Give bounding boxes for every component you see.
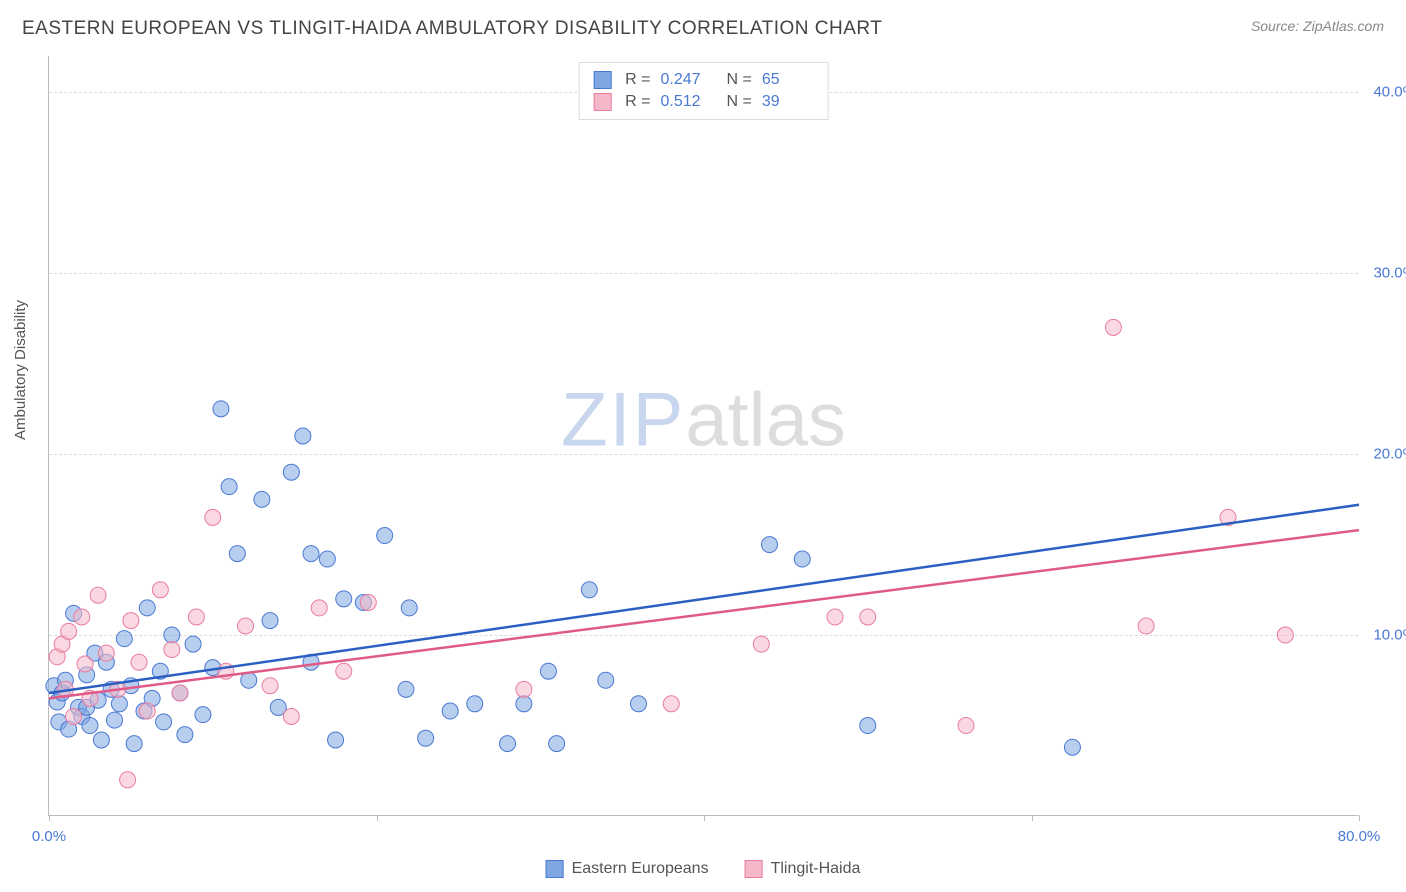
x-tick-label: 80.0% — [1338, 828, 1381, 845]
data-point — [120, 772, 136, 788]
data-point — [90, 587, 106, 603]
chart-plot-area: ZIPatlas 0.0%80.0% R = 0.247 N = 65 R = … — [48, 56, 1358, 816]
swatch-series2 — [593, 93, 611, 111]
data-point — [61, 623, 77, 639]
data-point — [328, 732, 344, 748]
x-tick — [1032, 815, 1033, 821]
data-point — [753, 636, 769, 652]
data-point — [66, 708, 82, 724]
data-point — [442, 703, 458, 719]
data-point — [238, 618, 254, 634]
data-point — [98, 645, 114, 661]
data-point — [195, 707, 211, 723]
data-point — [377, 528, 393, 544]
data-point — [205, 509, 221, 525]
legend-swatch-series1 — [546, 860, 564, 878]
data-point — [139, 703, 155, 719]
data-point — [111, 696, 127, 712]
data-point — [295, 428, 311, 444]
chart-title: EASTERN EUROPEAN VS TLINGIT-HAIDA AMBULA… — [22, 18, 882, 40]
swatch-series1 — [593, 71, 611, 89]
data-point — [77, 656, 93, 672]
data-point — [549, 736, 565, 752]
data-point — [123, 613, 139, 629]
y-axis-label: Ambulatory Disability — [12, 300, 29, 440]
data-point — [213, 401, 229, 417]
stats-row-series1: R = 0.247 N = 65 — [593, 69, 814, 91]
data-point — [1064, 739, 1080, 755]
data-point — [631, 696, 647, 712]
y-tick-label: 20.0% — [1373, 446, 1406, 463]
data-point — [311, 600, 327, 616]
data-point — [794, 551, 810, 567]
data-point — [254, 491, 270, 507]
data-point — [1105, 319, 1121, 335]
legend-swatch-series2 — [745, 860, 763, 878]
x-tick — [1359, 815, 1360, 821]
data-point — [401, 600, 417, 616]
data-point — [360, 594, 376, 610]
data-point — [164, 627, 180, 643]
data-point — [827, 609, 843, 625]
scatter-svg — [49, 56, 1358, 815]
data-point — [229, 546, 245, 562]
data-point — [188, 609, 204, 625]
data-point — [107, 712, 123, 728]
data-point — [319, 551, 335, 567]
data-point — [398, 681, 414, 697]
data-point — [598, 672, 614, 688]
data-point — [418, 730, 434, 746]
data-point — [762, 537, 778, 553]
data-point — [74, 609, 90, 625]
data-point — [152, 582, 168, 598]
data-point — [283, 464, 299, 480]
data-point — [185, 636, 201, 652]
data-point — [1138, 618, 1154, 634]
data-point — [336, 663, 352, 679]
y-tick-label: 40.0% — [1373, 84, 1406, 101]
data-point — [82, 718, 98, 734]
x-tick — [704, 815, 705, 821]
data-point — [177, 727, 193, 743]
data-point — [467, 696, 483, 712]
data-point — [139, 600, 155, 616]
data-point — [303, 546, 319, 562]
data-point — [221, 479, 237, 495]
data-point — [336, 591, 352, 607]
data-point — [93, 732, 109, 748]
y-tick-label: 30.0% — [1373, 265, 1406, 282]
data-point — [262, 613, 278, 629]
data-point — [958, 718, 974, 734]
series-legend: Eastern Europeans Tlingit-Haida — [546, 860, 861, 878]
data-point — [540, 663, 556, 679]
legend-item-series2: Tlingit-Haida — [745, 860, 861, 878]
y-tick-label: 10.0% — [1373, 627, 1406, 644]
x-tick-label: 0.0% — [32, 828, 66, 845]
data-point — [262, 678, 278, 694]
data-point — [126, 736, 142, 752]
data-point — [500, 736, 516, 752]
data-point — [131, 654, 147, 670]
data-point — [581, 582, 597, 598]
data-point — [663, 696, 679, 712]
source-attribution: Source: ZipAtlas.com — [1251, 18, 1384, 34]
x-tick — [377, 815, 378, 821]
data-point — [860, 609, 876, 625]
legend-item-series1: Eastern Europeans — [546, 860, 709, 878]
data-point — [1277, 627, 1293, 643]
data-point — [172, 685, 188, 701]
x-tick — [49, 815, 50, 821]
data-point — [516, 696, 532, 712]
stats-legend-box: R = 0.247 N = 65 R = 0.512 N = 39 — [578, 62, 829, 120]
data-point — [860, 718, 876, 734]
data-point — [164, 642, 180, 658]
data-point — [516, 681, 532, 697]
data-point — [116, 631, 132, 647]
data-point — [283, 708, 299, 724]
trend-line — [49, 505, 1359, 693]
stats-row-series2: R = 0.512 N = 39 — [593, 91, 814, 113]
data-point — [156, 714, 172, 730]
